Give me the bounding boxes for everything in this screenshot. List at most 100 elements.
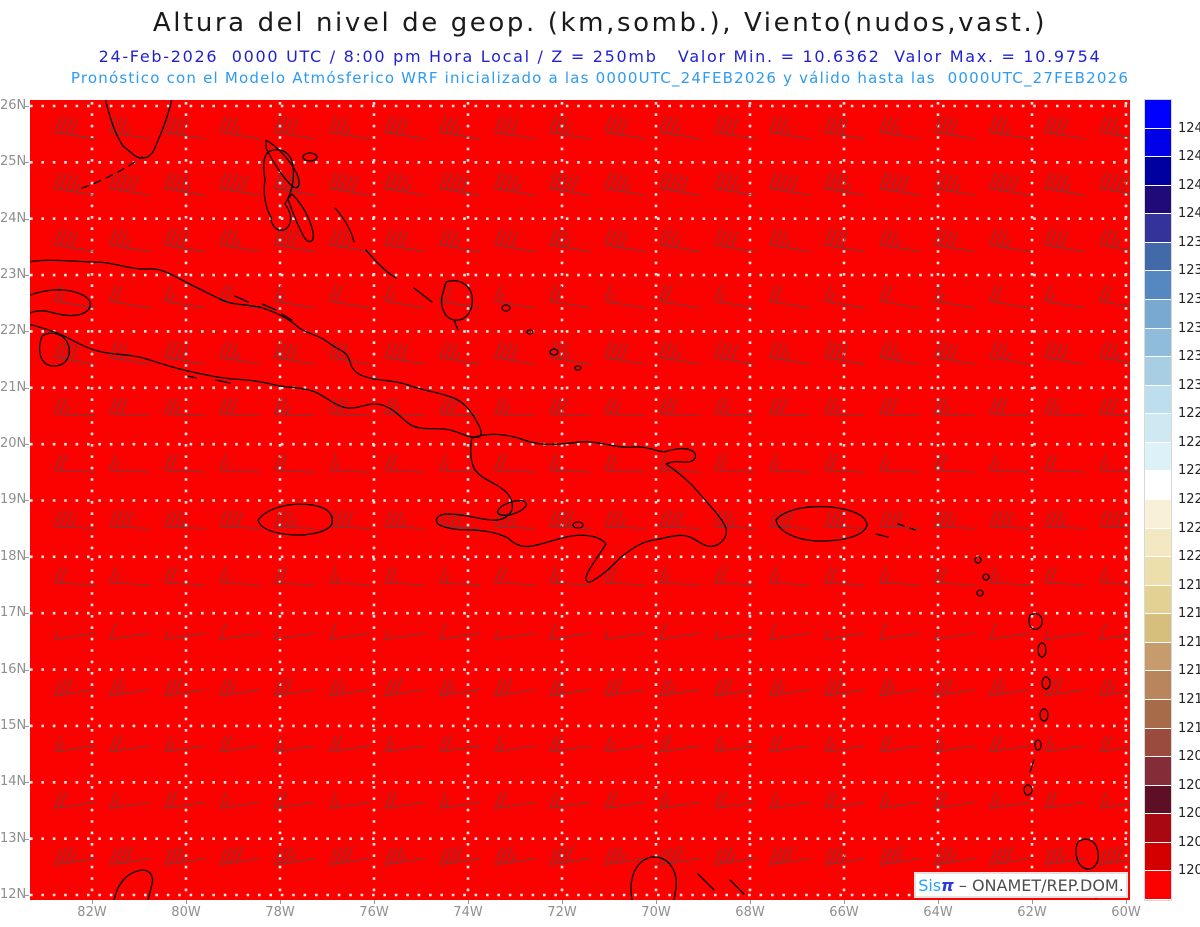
wind-barb	[769, 566, 811, 586]
wind-barb	[549, 228, 591, 253]
colorbar-tick-label: 12343	[1178, 320, 1200, 336]
wind-barb	[549, 453, 591, 473]
wind-barb	[934, 566, 976, 586]
wind-barb	[714, 735, 756, 753]
lon-tick-mark	[938, 900, 939, 904]
colorbar-tick-label: 12241	[1178, 492, 1200, 507]
colorbar-segment	[1145, 785, 1171, 815]
wind-barb	[769, 845, 811, 866]
wind-barb	[1044, 284, 1086, 309]
lat-tick-mark	[24, 725, 29, 727]
wind-barb	[604, 341, 646, 365]
coast-grenada	[1023, 784, 1033, 796]
colorbar-tick-label: 12122	[1178, 692, 1200, 707]
chart-header: Altura del nivel de geop. (km,somb.), Vi…	[0, 0, 1200, 87]
wind-barb	[604, 115, 646, 140]
wind-barb	[274, 846, 316, 866]
lat-tick-mark	[24, 500, 29, 502]
wind-barb	[769, 397, 811, 417]
wind-barb	[549, 397, 591, 417]
wind-barb	[439, 172, 481, 196]
wind-barb	[714, 510, 756, 529]
wind-barb	[109, 341, 151, 365]
colorbar-tick-label: 12309	[1178, 377, 1200, 393]
lat-tick-label: 18N	[0, 548, 27, 564]
wind-barb	[274, 228, 316, 253]
wind-barb	[989, 510, 1031, 529]
lat-tick-mark	[24, 275, 29, 277]
wind-barb	[439, 845, 481, 866]
wind-barb	[494, 791, 536, 809]
wind-barb	[439, 623, 481, 640]
wind-barb	[494, 566, 536, 586]
coast-st-martin	[974, 556, 982, 564]
coast-cuba	[27, 259, 482, 438]
lat-tick-label: 25N	[0, 154, 27, 170]
colorbar-tick-label: 12445	[1178, 149, 1200, 165]
wind-barb	[164, 677, 206, 697]
colorbar-segment	[1145, 328, 1171, 358]
wind-barb	[879, 734, 921, 753]
lon-tick-label: 64W	[923, 905, 953, 920]
wind-barb	[54, 630, 96, 640]
wind-barb	[1044, 630, 1086, 640]
coast-andros	[263, 149, 295, 231]
wind-barb	[384, 677, 426, 697]
wind-barb	[1044, 566, 1086, 586]
colorbar-segment	[1145, 100, 1171, 129]
colorbar-segment	[1145, 300, 1171, 329]
coast-hispaniola	[435, 433, 728, 583]
wind-barb	[604, 284, 646, 309]
wind-barb	[1044, 735, 1086, 753]
wind-barb	[604, 791, 646, 809]
wind-barb	[934, 630, 976, 640]
colorbar-segment	[1145, 528, 1171, 558]
coast-new-providence	[302, 152, 318, 162]
wind-barb	[714, 228, 756, 253]
wind-barb	[659, 792, 701, 809]
lat-tick-label: 13N	[0, 830, 27, 846]
colorbar-segment	[1145, 671, 1171, 700]
colorbar-segment	[1145, 757, 1171, 786]
wind-barb	[1099, 678, 1141, 697]
wind-barb	[604, 630, 646, 640]
wind-barb	[989, 341, 1031, 365]
forecast-valid-line: 24-Feb-2026 0000 UTC / 8:00 pm Hora Loca…	[98, 47, 1102, 66]
coast-paraguana	[630, 856, 677, 901]
wind-barb	[659, 228, 701, 253]
wind-barb	[384, 284, 426, 309]
wind-barb	[439, 510, 481, 529]
colorbar-segment	[1145, 814, 1171, 843]
wind-barb	[934, 510, 976, 529]
wind-barb	[879, 397, 921, 417]
wind-barb	[1044, 341, 1086, 365]
lat-tick-label: 19N	[0, 492, 27, 508]
wind-barb	[824, 677, 866, 697]
coast-caicos-1	[501, 304, 511, 312]
lon-tick-mark	[280, 900, 281, 904]
wind-barb	[714, 630, 756, 640]
wind-barb	[274, 566, 316, 586]
lat-tick-label: 17N	[0, 605, 27, 621]
wind-barb	[604, 846, 646, 866]
coast-florida	[104, 97, 173, 159]
sispi-sis-text: Sis	[918, 875, 942, 895]
wind-barb	[329, 510, 371, 529]
wind-barb	[274, 791, 316, 809]
wind-barb	[549, 845, 591, 866]
colorbar-tick-label: 12224	[1178, 520, 1200, 536]
wind-barb	[989, 115, 1031, 140]
wind-barb	[659, 115, 701, 140]
wind-barb	[329, 172, 371, 196]
coast-great-inagua	[440, 280, 473, 331]
chart-title: Altura del nivel de geop. (km,somb.), Vi…	[152, 8, 1048, 38]
wind-barb	[219, 453, 261, 473]
lat-tick-mark	[24, 106, 29, 107]
wind-barb	[824, 453, 866, 473]
wind-barb	[549, 172, 591, 196]
wind-barb	[769, 228, 811, 253]
wind-barb	[769, 792, 811, 809]
wind-barb	[1044, 172, 1086, 196]
wind-barb	[164, 453, 206, 473]
wind-barb	[164, 510, 206, 529]
